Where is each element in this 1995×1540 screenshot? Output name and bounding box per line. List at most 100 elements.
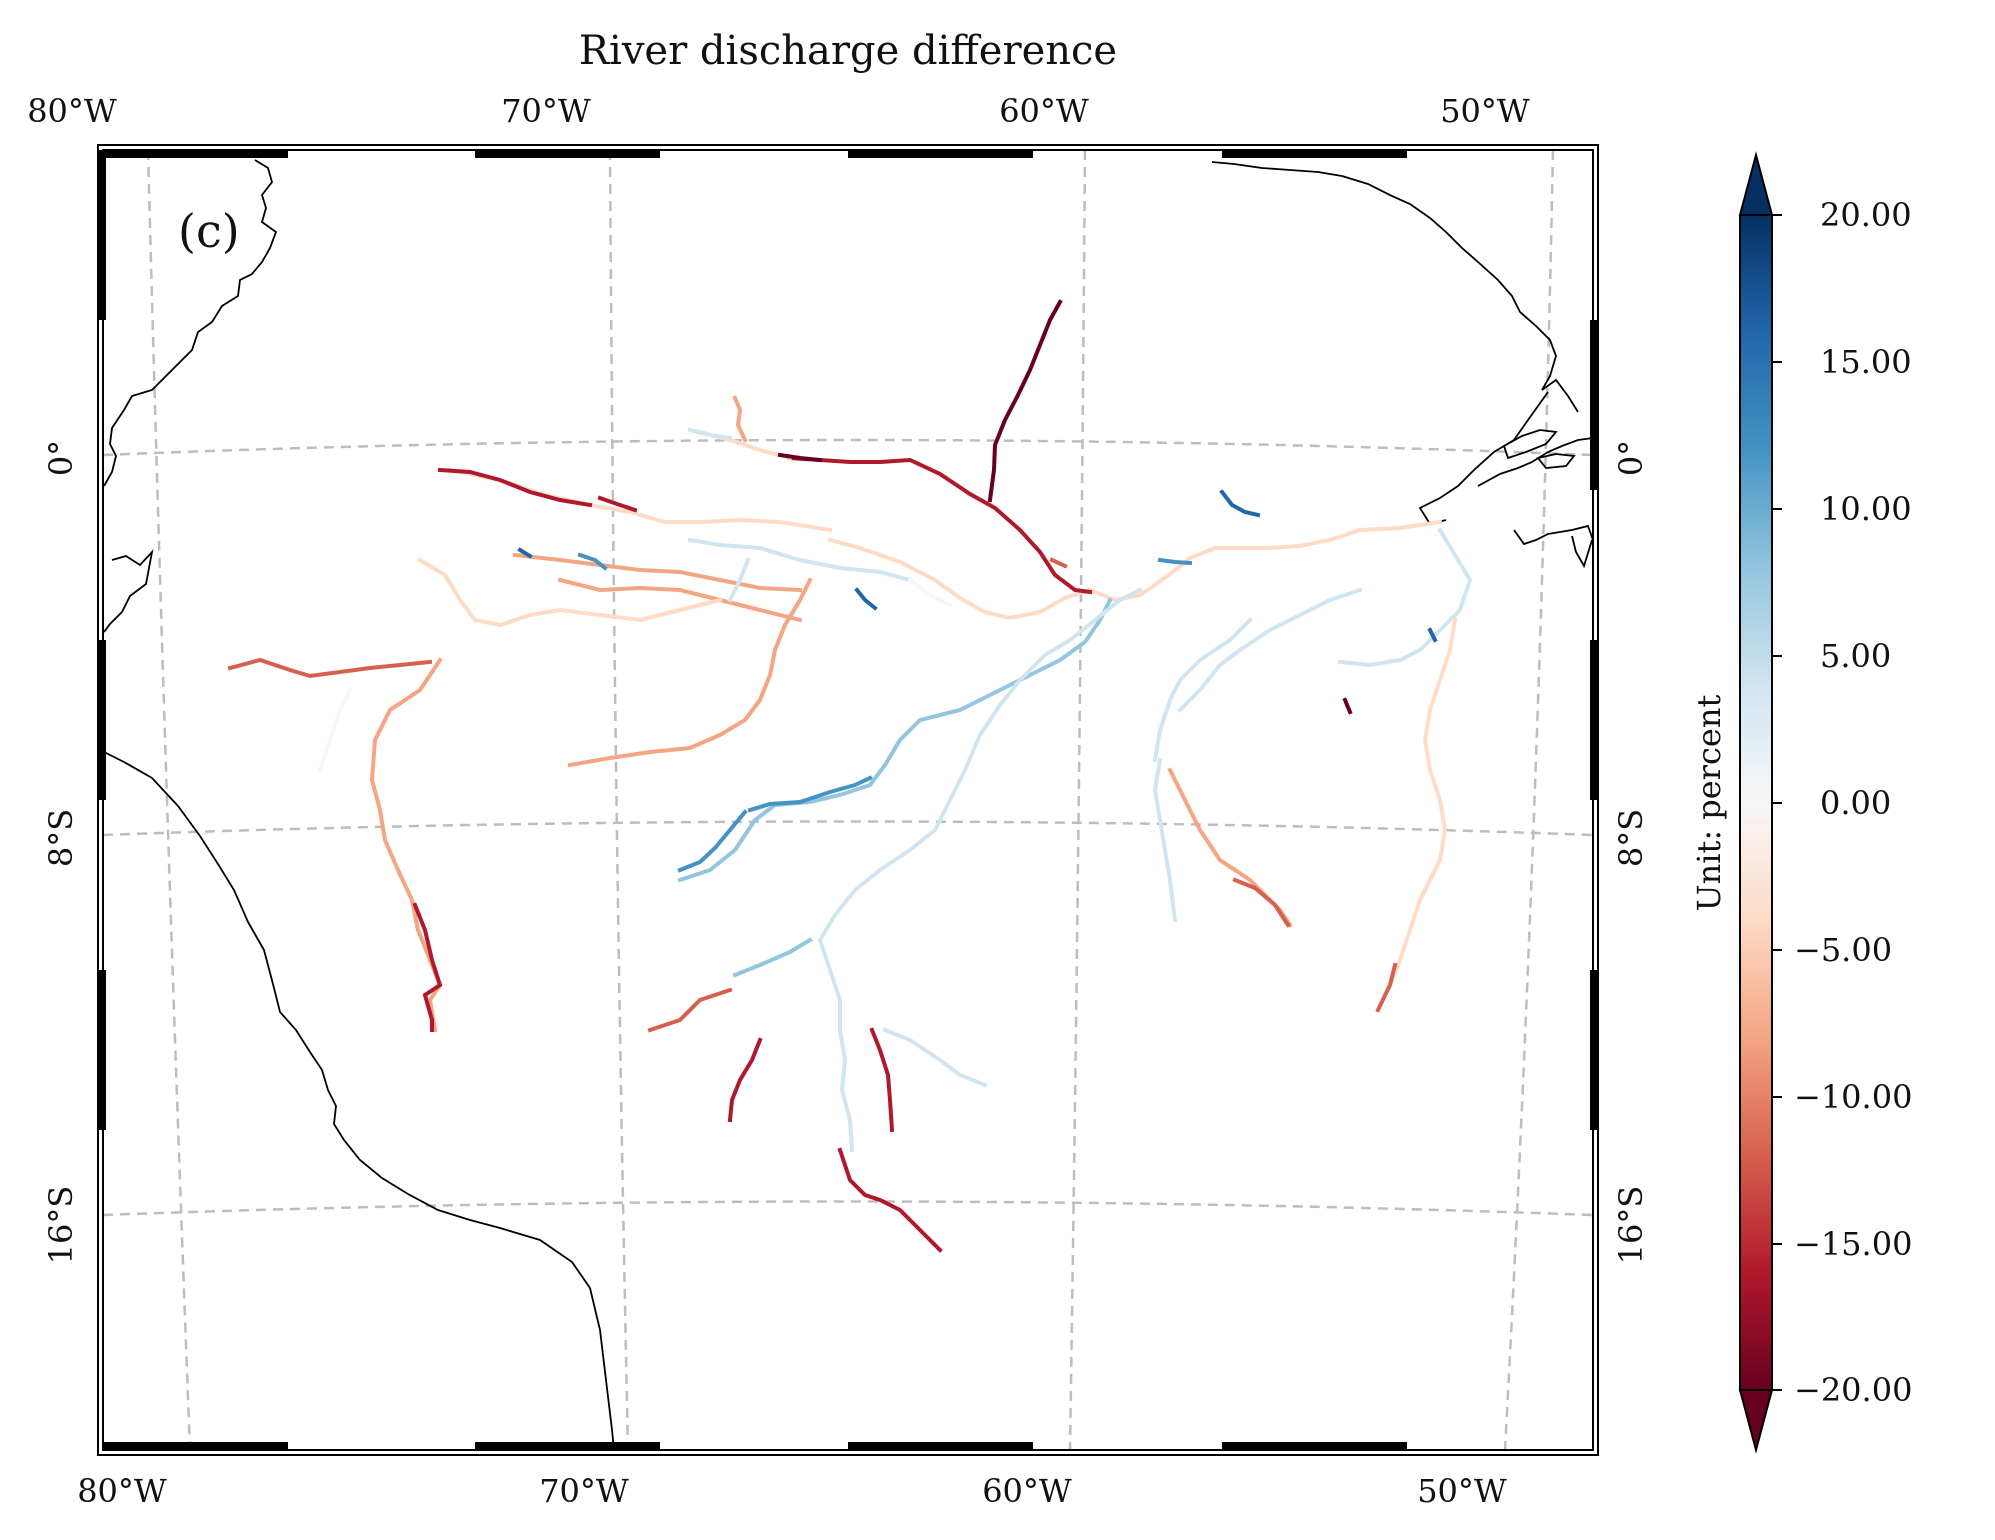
lon-label-bottom-60w: 60°W xyxy=(982,1472,1072,1510)
lon-label-bottom-80w: 80°W xyxy=(77,1472,167,1510)
river-guapore xyxy=(869,1027,895,1133)
lat-label-right-16s: 16°S xyxy=(1612,1186,1650,1265)
river-beni-red xyxy=(727,1037,763,1123)
coastline-para xyxy=(1513,524,1593,546)
colorbar-tick-label: 5.00 xyxy=(1820,637,1891,675)
colorbar-tick-label: −15.00 xyxy=(1794,1225,1912,1263)
colorbar-extend-top xyxy=(1738,151,1774,216)
river-amazon-lower xyxy=(1087,519,1443,603)
map-area: (c) xyxy=(103,150,1593,1450)
river-solimoes-upper-red xyxy=(437,467,593,508)
gridline-meridian-50w xyxy=(1503,150,1555,1450)
colorbar-tick-label: −20.00 xyxy=(1794,1371,1912,1409)
river-purus xyxy=(677,597,1113,883)
gridline-meridian-70w xyxy=(608,150,630,1450)
river-napo xyxy=(417,557,723,628)
river-branco xyxy=(987,299,1063,503)
river-trombetas-blue xyxy=(1219,489,1261,518)
coastline-atlantic-north xyxy=(1211,161,1579,413)
lat-label-left-8s: 8°S xyxy=(42,809,80,867)
colorbar-tick-label: 20.00 xyxy=(1820,196,1912,234)
panel-label: (c) xyxy=(178,204,240,258)
river-ica xyxy=(907,577,953,608)
river-araguaia-red xyxy=(1375,962,1398,1013)
river-napo-blue xyxy=(517,547,533,559)
lon-label-bottom-50w: 50°W xyxy=(1417,1472,1507,1510)
lat-label-left-16s: 16°S xyxy=(42,1186,80,1265)
river-huallaga xyxy=(317,687,353,773)
river-ucayali-red xyxy=(412,902,443,1032)
river-pink-upper xyxy=(1049,557,1068,569)
river-xingu-red xyxy=(1342,697,1353,715)
lon-label-top-70w: 70°W xyxy=(501,92,591,130)
coastlines xyxy=(103,159,1593,1450)
river-purus-blue xyxy=(677,809,748,873)
colorbar: 20.00 15.00 10.00 5.00 0.00 −5.00 −10.00… xyxy=(1690,151,1912,1454)
river-japura-blue xyxy=(577,552,608,571)
river-beni xyxy=(732,937,813,978)
lon-label-top-80w: 80°W xyxy=(27,92,117,130)
river-japura xyxy=(687,537,913,583)
colorbar-extend-bottom xyxy=(1738,1389,1774,1454)
gridline-parallel-16s xyxy=(103,1200,1593,1217)
river-araguaia-blue xyxy=(1427,627,1438,643)
river-napo-red xyxy=(597,495,638,513)
river-xingu-blue xyxy=(1157,557,1193,566)
gridline-parallel-0 xyxy=(103,438,1593,457)
lat-label-right-8s: 8°S xyxy=(1612,809,1650,867)
colorbar-tick-label: 15.00 xyxy=(1820,343,1912,381)
river-xingu xyxy=(1177,587,1363,713)
river-araguaia xyxy=(1375,617,1458,1013)
river-negro-blue xyxy=(854,587,878,611)
lat-label-left-0: 0° xyxy=(42,440,80,476)
river-amazon-middle xyxy=(827,537,1093,621)
river-jurua xyxy=(567,577,813,768)
river-putumayo xyxy=(557,577,803,623)
lat-labels-left: 0° 8°S 16°S xyxy=(42,440,80,1265)
colorbar-tick-label: 10.00 xyxy=(1820,490,1912,528)
lat-label-right-0: 0° xyxy=(1612,440,1650,476)
chart-title: River discharge difference xyxy=(579,28,1117,74)
lon-label-top-60w: 60°W xyxy=(999,92,1089,130)
coastline-amazon-delta-1 xyxy=(1418,391,1549,526)
colorbar-gradient xyxy=(1739,214,1773,1391)
river-madeira-blue xyxy=(747,775,873,813)
river-uaupes xyxy=(732,395,748,443)
river-caqueta-red xyxy=(777,452,823,463)
lon-labels-bottom: 80°W 70°W 60°W 50°W xyxy=(77,1472,1507,1510)
river-madeira-upper xyxy=(817,937,855,1153)
lon-labels-top: 80°W 70°W 60°W 50°W xyxy=(27,92,1530,130)
river-maranon xyxy=(227,657,433,679)
colorbar-ticks xyxy=(1772,214,1782,1391)
gridline-parallel-8s xyxy=(103,820,1593,837)
river-mamore-upper xyxy=(882,1027,988,1088)
gridline-meridian-60w xyxy=(1068,150,1087,1450)
gridlines xyxy=(103,150,1593,1450)
lat-labels-right: 0° 8°S 16°S xyxy=(1612,440,1650,1265)
colorbar-label: Unit: percent xyxy=(1690,695,1728,912)
coastline-pacific-north xyxy=(103,159,278,487)
river-tocantins xyxy=(1337,527,1473,668)
river-tapajos-lower xyxy=(1152,617,1253,763)
river-negro xyxy=(787,455,1093,595)
river-jurua-upper xyxy=(727,557,751,603)
colorbar-tick-labels: 20.00 15.00 10.00 5.00 0.00 −5.00 −10.00… xyxy=(1794,196,1912,1409)
river-mamore xyxy=(647,987,733,1033)
river-yata xyxy=(837,1147,943,1253)
coastline-gulf-guayaquil xyxy=(103,549,154,633)
map-frame xyxy=(97,144,1599,1456)
rivers xyxy=(227,299,1473,1253)
colorbar-tick-label: −5.00 xyxy=(1794,931,1892,969)
river-caqueta xyxy=(687,427,733,441)
coastline-amazon-islands xyxy=(1502,429,1576,469)
colorbar-tick-label: −10.00 xyxy=(1794,1078,1912,1116)
lon-label-bottom-70w: 70°W xyxy=(539,1472,629,1510)
river-madeira xyxy=(817,587,1143,943)
colorbar-tick-label: 0.00 xyxy=(1820,784,1891,822)
coastline-peru xyxy=(103,751,615,1450)
gridline-meridian-80w xyxy=(146,150,192,1450)
river-tapajos-red xyxy=(1232,877,1291,928)
river-japura-2 xyxy=(512,552,803,593)
river-tapajos xyxy=(1152,757,1178,923)
